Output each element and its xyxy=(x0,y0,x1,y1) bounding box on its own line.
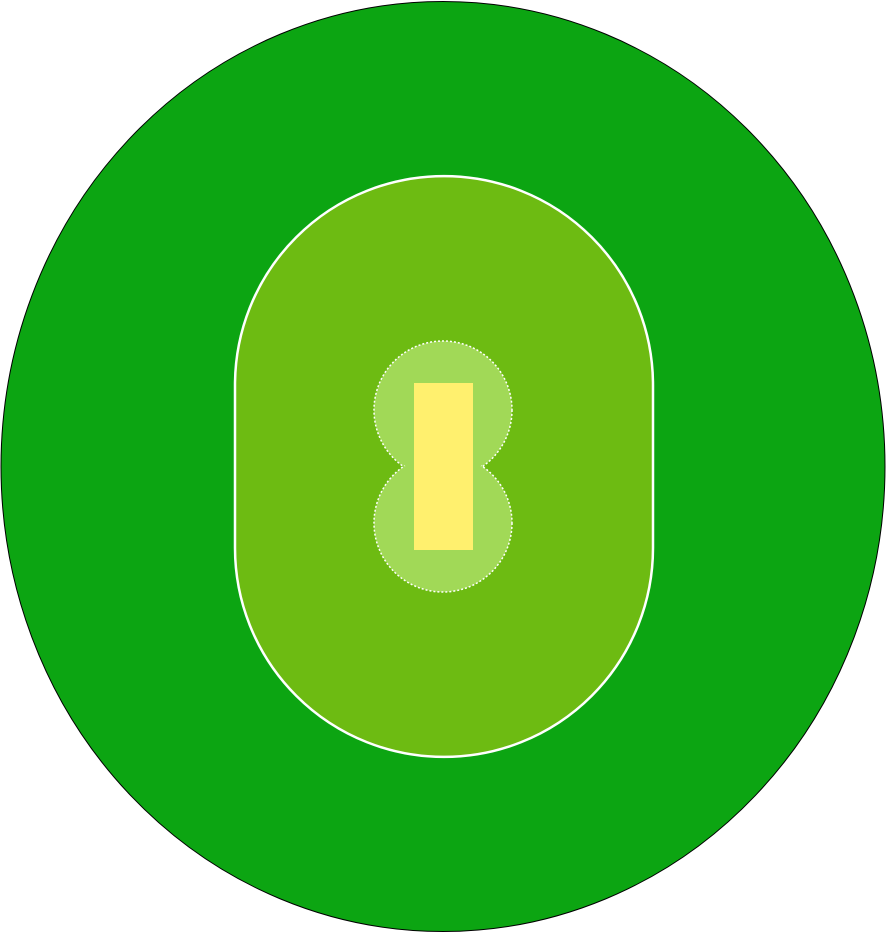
pitch xyxy=(414,383,473,550)
